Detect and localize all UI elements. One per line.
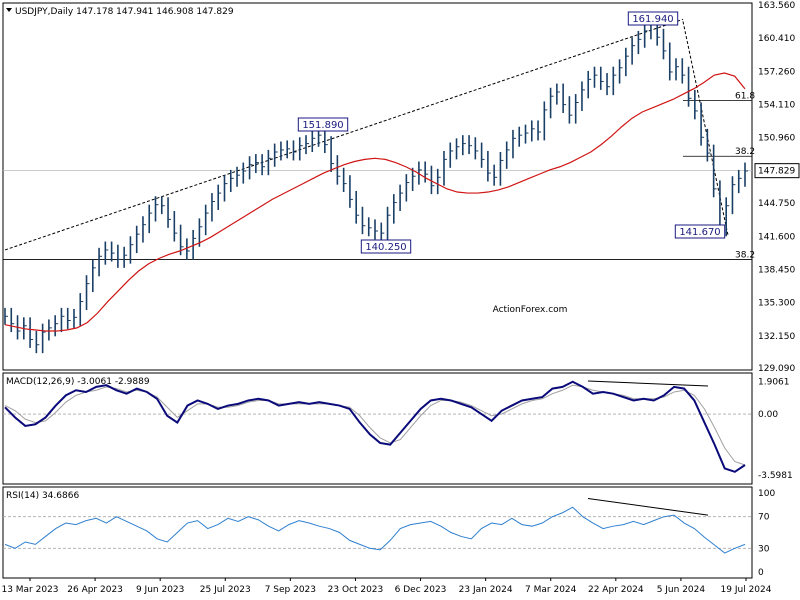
price-tick-label: 150.960 [758,134,795,144]
price-panel-frame [2,2,753,371]
fib-61-8-label: 61.8 [735,91,755,101]
trendline-upper [4,18,684,251]
rsi-line [4,506,746,554]
date-tick-label: 13 Mar 2023 [1,585,58,595]
date-tick-label: 23 Jan 2024 [459,585,513,595]
macd-divergence-line [587,380,709,387]
fib-38-2-label: 38.2 [735,147,755,157]
date-tick-label: 22 Apr 2024 [588,585,644,595]
price-tick-label: 160.410 [758,34,795,44]
date-tick-label: 26 Apr 2023 [67,585,123,595]
watermark-text: ActionForex.com [493,305,568,315]
date-tick-label: 9 Jun 2023 [136,585,184,595]
last-price-label: 147.829 [758,167,795,177]
macd-tick-label: -3.5981 [758,471,793,481]
rsi-tick-label: 0 [758,568,764,578]
price-bars-group [4,15,748,354]
rsi-tick-label: 70 [758,513,770,523]
date-tick-label: 7 Sep 2023 [265,585,316,595]
label-140-250-box [360,239,412,254]
label-151-890-box [297,117,349,132]
price-tick-label: 154.110 [758,101,795,111]
peak-label-161-940: 161.940 [632,14,673,25]
rsi-tick-label: 100 [758,489,775,499]
price-panel-header: USDJPY,Daily 147.178 147.941 146.908 147… [15,7,234,17]
price-tick-label: 163.560 [758,1,795,11]
last-price-box [754,163,800,179]
date-tick-label: 25 Jul 2023 [200,585,251,595]
price-tick-label: 141.600 [758,232,795,242]
rsi-panel-header: RSI(14) 34.6866 [6,491,79,501]
price-tick-label: 144.750 [758,199,795,209]
macd-signal-line [4,384,746,466]
date-tick-label: 7 Mar 2024 [525,585,577,595]
price-tick-label: 129.090 [758,364,795,374]
trendline-drop [682,21,729,236]
date-tick-label: 6 Dec 2023 [395,585,447,595]
date-tick-label: 5 Jun 2024 [657,585,706,595]
price-tick-label: 132.150 [758,332,795,342]
rsi-divergence-line [587,498,709,516]
macd-line [4,380,746,473]
macd-panel-header: MACD(12,26,9) -3.0061 -2.9889 [6,377,150,387]
rsi-panel-frame [2,486,753,579]
price-tick-label: 135.300 [758,299,795,309]
price-tick-label: 157.260 [758,67,795,77]
rsi-tick-label: 30 [758,544,770,554]
macd-tick-label: 1.9061 [758,378,790,388]
fib-38-2-lower-label: 38.2 [735,250,755,260]
date-tick-label: 19 Jul 2024 [721,585,772,595]
price-tick-label: 138.450 [758,265,795,275]
label-141-670: 141.670 [679,227,720,238]
label-151-890: 151.890 [302,120,343,131]
macd-panel-frame [2,372,753,485]
dropdown-triangle-icon [6,8,12,12]
label-141-670-box [674,224,726,239]
label-140-250: 140.250 [365,242,406,253]
peak-label-161-940-box [627,11,679,26]
date-tick-label: 23 Oct 2023 [328,585,384,595]
macd-tick-label: 0.00 [758,410,778,420]
moving-average-line [4,72,746,332]
